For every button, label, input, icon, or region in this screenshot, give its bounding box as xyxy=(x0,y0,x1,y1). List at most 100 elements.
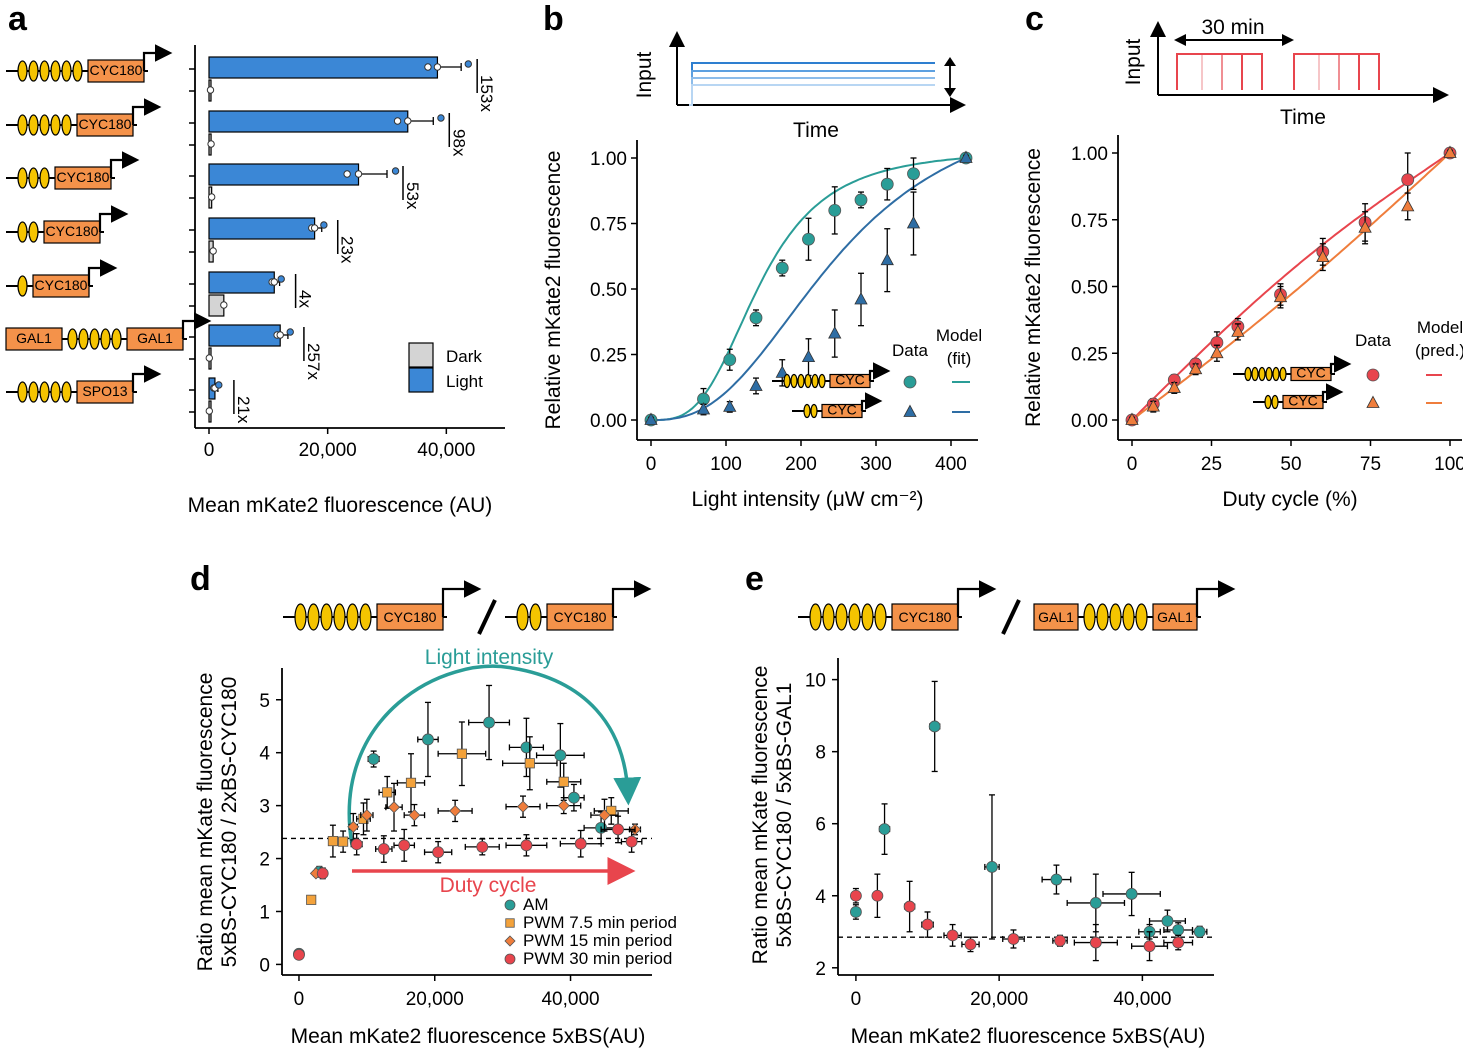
binding-site-icon xyxy=(17,114,28,136)
y-tick-label: 3 xyxy=(259,797,270,818)
fold-change-label: 21x xyxy=(234,396,253,424)
binding-site-icon xyxy=(320,603,333,631)
binding-site-icon xyxy=(39,167,50,189)
y-tick-label: 0.75 xyxy=(1071,211,1108,232)
x-tick-label: 40,000 xyxy=(541,989,599,1010)
pwm-pulse xyxy=(1293,53,1340,90)
pwm-pulse xyxy=(1176,53,1203,90)
data-point xyxy=(516,800,530,813)
pwm-pulse xyxy=(1293,53,1320,90)
inset-x-label: Time xyxy=(1280,106,1326,129)
data-point xyxy=(360,809,373,822)
data-point xyxy=(568,791,580,804)
replicate-point xyxy=(310,224,319,232)
panel-label-d: d xyxy=(190,560,211,598)
x-tick-label: 0 xyxy=(204,440,215,461)
replicate-point xyxy=(205,354,213,362)
data-point xyxy=(986,861,998,873)
data-point xyxy=(946,929,959,942)
legend-label: AM xyxy=(523,895,549,914)
data-point xyxy=(1007,933,1020,945)
y-tick-label: 4 xyxy=(815,887,826,908)
data-point xyxy=(854,193,868,207)
y-axis-label-line2: 5xBS-CYC180 / 2xBS-CYC180 xyxy=(218,677,241,968)
binding-site-icon xyxy=(50,114,61,136)
bar-light xyxy=(208,56,439,79)
legend-title-data: Data xyxy=(892,341,928,360)
data-point xyxy=(871,889,884,902)
transcription-arrow-icon xyxy=(441,580,482,617)
binding-site-icon xyxy=(1251,366,1259,382)
data-point xyxy=(723,353,737,367)
data-point xyxy=(880,252,894,266)
transcription-arrow-icon xyxy=(1321,383,1344,402)
data-point xyxy=(907,167,920,181)
promoter-box xyxy=(546,603,614,631)
transcription-arrow-icon xyxy=(131,98,162,125)
panel-b-intensity-chart: 0 100 200 300 400 0.00 0.25 0.50 0.75 1.00 Light i… xyxy=(542,31,982,511)
binding-site-icon xyxy=(783,373,791,389)
binding-site-icon xyxy=(78,328,89,350)
binding-site-icon xyxy=(811,373,819,389)
data-point xyxy=(928,720,941,733)
binding-site-icon xyxy=(1083,603,1096,631)
data-point xyxy=(422,733,434,746)
binding-site-icon xyxy=(67,328,78,350)
x-tick-label: 0 xyxy=(851,989,862,1010)
replicate-point xyxy=(433,63,442,71)
binding-site-icon xyxy=(111,328,122,350)
data-point xyxy=(1273,289,1288,303)
promoter-label: GAL1 xyxy=(16,330,52,346)
data-point xyxy=(476,841,489,853)
replicate-point xyxy=(209,247,217,255)
legend-title-model-sub: (fit) xyxy=(947,349,972,368)
data-point xyxy=(1125,412,1139,425)
data-point xyxy=(350,838,363,851)
data-point xyxy=(1167,380,1181,393)
y-axis-label-line1: Ratio mean mKate fluorescence xyxy=(749,666,772,965)
light-intensity-arrow-icon xyxy=(347,664,642,846)
data-point xyxy=(456,748,467,759)
data-point xyxy=(524,758,535,769)
promoter-label: CYC180 xyxy=(384,609,437,625)
binding-site-icon xyxy=(1096,603,1109,631)
binding-site-icon xyxy=(818,373,826,389)
replicate-point xyxy=(270,278,278,286)
y-tick-label: 4 xyxy=(259,744,270,765)
x-tick-label: 0 xyxy=(294,989,305,1010)
data-point xyxy=(1172,936,1185,949)
promoter-label: CYC180 xyxy=(35,277,88,293)
data-point xyxy=(347,820,360,833)
data-point xyxy=(338,836,349,847)
data-point xyxy=(921,918,934,931)
binding-site-icon xyxy=(516,603,529,631)
data-point xyxy=(554,749,567,762)
replicate-point xyxy=(354,170,363,178)
data-point xyxy=(382,787,393,798)
legend-title-model: Model xyxy=(1417,318,1463,337)
binding-site-icon xyxy=(89,328,100,350)
transcription-arrow-icon xyxy=(860,392,883,411)
data-point xyxy=(449,804,462,817)
binding-site-icon xyxy=(100,328,111,350)
binding-site-icon xyxy=(848,603,861,631)
pwm-pulse xyxy=(1241,53,1263,90)
inset-y-label: Input xyxy=(1122,38,1145,85)
data-point xyxy=(1316,249,1330,263)
data-point xyxy=(625,835,638,848)
promoter-box xyxy=(1033,603,1079,631)
data-point xyxy=(432,846,445,859)
data-point xyxy=(408,809,421,822)
binding-site-icon xyxy=(1135,603,1148,631)
x-tick-label: 75 xyxy=(1360,454,1381,475)
data-point xyxy=(387,801,401,814)
legend-title-model-sub: (pred.) xyxy=(1415,341,1463,360)
y-tick-label: 0.25 xyxy=(590,346,627,367)
slash-divider xyxy=(1001,599,1021,635)
binding-site-icon xyxy=(1279,366,1287,382)
data-point xyxy=(293,948,305,961)
promoter-label: CYC xyxy=(827,402,857,418)
data-point xyxy=(558,776,569,787)
data-point xyxy=(749,378,763,391)
promoter-label: CYC180 xyxy=(57,169,110,185)
